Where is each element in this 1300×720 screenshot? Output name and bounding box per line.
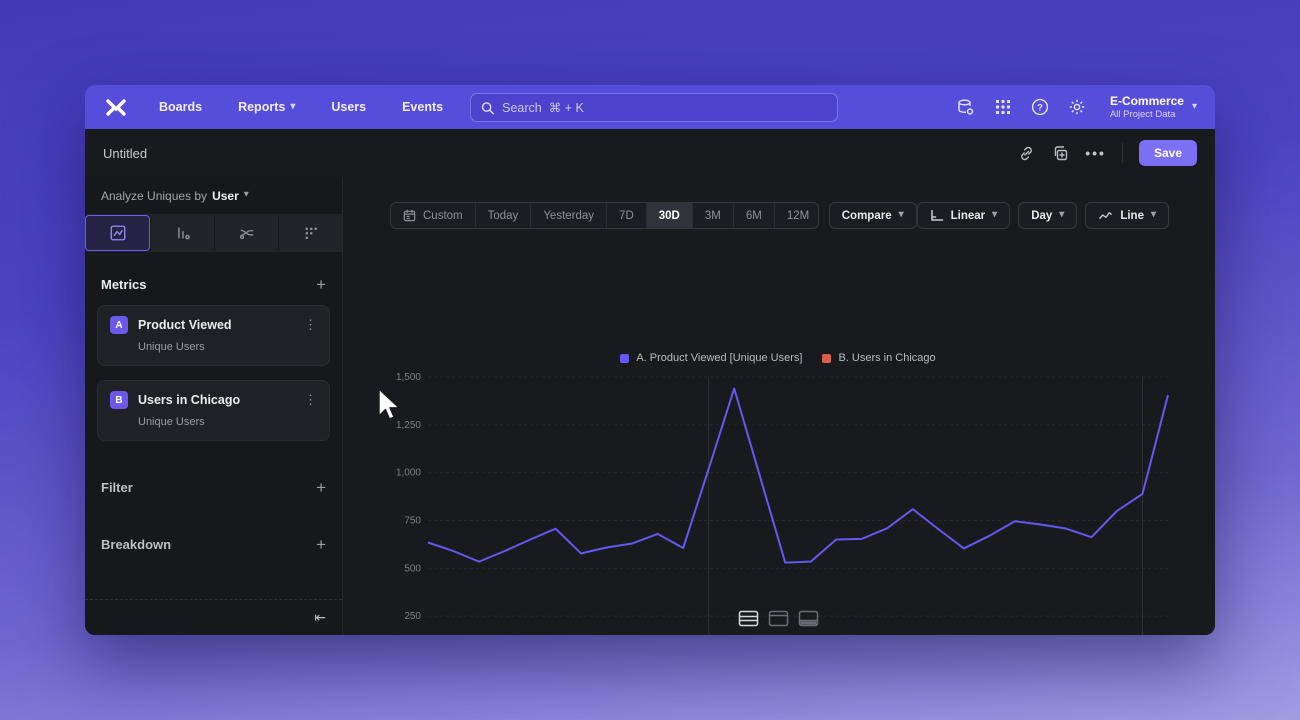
range-7d[interactable]: 7D xyxy=(607,203,647,228)
metric-subtitle[interactable]: Unique Users xyxy=(138,341,205,353)
interval-day-button[interactable]: Day ▾ xyxy=(1018,202,1078,229)
chevron-down-icon: ▾ xyxy=(290,100,296,112)
nav-item-boards[interactable]: Boards xyxy=(159,100,203,114)
search-input[interactable] xyxy=(502,100,827,115)
calendar-icon xyxy=(403,209,416,222)
chevron-down-icon: ▾ xyxy=(243,189,249,200)
nav-item-users[interactable]: Users xyxy=(331,100,367,114)
copy-link-icon[interactable] xyxy=(1017,144,1035,162)
svg-text:750: 750 xyxy=(404,516,421,527)
svg-text:250: 250 xyxy=(404,611,421,622)
layout-split-icon[interactable] xyxy=(738,610,759,627)
metric-badge-a: A xyxy=(110,316,128,334)
chevron-down-icon: ▾ xyxy=(1150,209,1156,220)
metric-card-b[interactable]: B Users in Chicago ⋮ Unique Users xyxy=(97,380,330,441)
metric-name: Product Viewed xyxy=(138,318,232,332)
project-name: E-Commerce xyxy=(1109,94,1184,108)
analyze-uniques-row: Analyze Uniques by User ▾ xyxy=(85,177,342,215)
chart-type-line-button[interactable]: Line ▾ xyxy=(1085,202,1169,229)
analyze-prefix-label: Analyze Uniques by xyxy=(101,188,208,203)
svg-text:1,500: 1,500 xyxy=(396,372,421,383)
settings-gear-icon[interactable] xyxy=(1067,97,1087,117)
svg-text:500: 500 xyxy=(404,563,421,574)
metric-subtitle[interactable]: Unique Users xyxy=(138,416,205,428)
legend-swatch-a xyxy=(620,353,630,363)
range-6m[interactable]: 6M xyxy=(734,203,775,228)
save-button[interactable]: Save xyxy=(1138,140,1197,166)
range-3m[interactable]: 3M xyxy=(693,203,734,228)
add-metric-icon[interactable]: + xyxy=(316,275,326,294)
tab-retention[interactable] xyxy=(279,215,342,251)
chevron-down-icon: ▾ xyxy=(1191,100,1197,112)
analyze-entity-dropdown[interactable]: User xyxy=(212,188,239,203)
legend-item-a[interactable]: A. Product Viewed [Unique Users] xyxy=(620,352,802,364)
report-title[interactable]: Untitled xyxy=(103,145,148,161)
kebab-menu-icon[interactable]: ⋮ xyxy=(304,392,317,407)
project-subtitle: All Project Data xyxy=(1109,109,1176,120)
duplicate-icon[interactable] xyxy=(1051,144,1069,162)
nav-item-reports[interactable]: Reports ▾ xyxy=(238,100,296,114)
range-30d[interactable]: 30D xyxy=(646,203,693,228)
breakdown-title: Breakdown xyxy=(101,537,172,552)
add-filter-icon[interactable]: + xyxy=(316,478,326,497)
metric-name: Users in Chicago xyxy=(138,393,241,407)
apps-grid-icon[interactable] xyxy=(993,97,1013,117)
breakdown-section-header: Breakdown + xyxy=(85,536,342,553)
more-actions-icon[interactable]: ••• xyxy=(1085,145,1106,161)
report-title-bar: Untitled ••• Save xyxy=(85,129,1215,177)
kebab-menu-icon[interactable]: ⋮ xyxy=(304,317,317,332)
tab-flows[interactable] xyxy=(215,215,278,251)
top-nav: Boards Reports ▾ Users Events xyxy=(85,85,1215,129)
chevron-down-icon: ▾ xyxy=(1059,209,1065,220)
axis-scale-icon xyxy=(930,209,943,221)
range-today[interactable]: Today xyxy=(476,203,532,228)
chart-type-tabs xyxy=(85,215,342,252)
svg-text:1,000: 1,000 xyxy=(396,468,421,479)
mixpanel-logo-icon[interactable] xyxy=(103,94,129,120)
metric-badge-b: B xyxy=(110,391,128,409)
compare-button[interactable]: Compare ▾ xyxy=(828,202,917,229)
metric-card-a[interactable]: A Product Viewed ⋮ Unique Users xyxy=(97,305,330,366)
query-sidebar: Analyze Uniques by User ▾ xyxy=(85,177,343,635)
metrics-section-header: Metrics + xyxy=(85,276,342,293)
tab-bar-chart[interactable] xyxy=(151,215,214,251)
app-window: Boards Reports ▾ Users Events xyxy=(85,85,1215,635)
svg-text:?: ? xyxy=(1037,103,1043,114)
range-custom[interactable]: Custom xyxy=(391,203,476,228)
line-chart-icon xyxy=(1099,212,1113,220)
layout-table-only-icon[interactable] xyxy=(798,610,819,627)
filter-title: Filter xyxy=(101,480,133,495)
layout-chart-only-icon[interactable] xyxy=(768,610,789,627)
nav-item-events[interactable]: Events xyxy=(402,100,444,114)
filter-section-header: Filter + xyxy=(85,479,342,496)
legend-swatch-b xyxy=(822,353,832,363)
metrics-title: Metrics xyxy=(101,277,147,292)
panel-layout-toggles xyxy=(383,610,1173,627)
help-icon[interactable]: ? xyxy=(1030,97,1050,117)
chevron-down-icon: ▾ xyxy=(898,209,904,220)
scale-linear-button[interactable]: Linear ▾ xyxy=(916,202,1011,229)
chevron-down-icon: ▾ xyxy=(992,209,998,220)
legend-item-b[interactable]: B. Users in Chicago xyxy=(822,352,936,364)
tab-insights[interactable] xyxy=(85,215,150,251)
chart-legend: A. Product Viewed [Unique Users] B. User… xyxy=(383,352,1173,364)
chart-panel: Custom Today Yesterday 7D 30D 3M 6M 12M … xyxy=(343,177,1215,635)
search-bar[interactable] xyxy=(470,93,838,122)
search-icon xyxy=(481,101,494,114)
project-selector[interactable]: E-Commerce All Project Data ▾ xyxy=(1110,94,1197,120)
range-yesterday[interactable]: Yesterday xyxy=(531,203,608,228)
date-range-segmented-control: Custom Today Yesterday 7D 30D 3M 6M 12M xyxy=(390,202,819,229)
sidebar-footer: ⇤ xyxy=(85,599,342,635)
add-breakdown-icon[interactable]: + xyxy=(316,535,326,554)
divider xyxy=(1121,143,1123,163)
collapse-sidebar-icon[interactable]: ⇤ xyxy=(314,609,326,625)
data-management-icon[interactable] xyxy=(956,97,976,117)
svg-text:1,250: 1,250 xyxy=(396,420,421,431)
range-12m[interactable]: 12M xyxy=(786,209,810,222)
